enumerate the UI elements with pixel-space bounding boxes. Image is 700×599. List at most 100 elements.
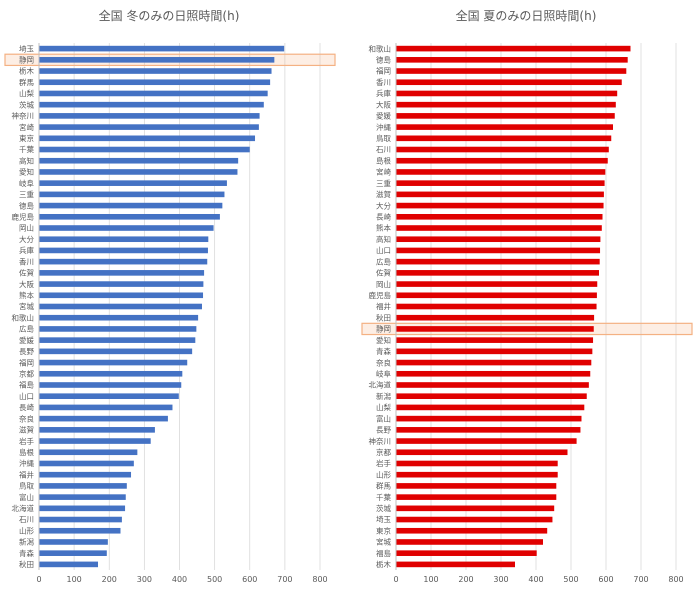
winter-bar: [39, 348, 193, 355]
winter-x-tick-label: 100: [66, 575, 81, 584]
winter-category-label: 香川: [19, 256, 34, 266]
winter-x-tick-label: 200: [102, 575, 117, 584]
summer-bar: [396, 505, 555, 512]
winter-bar: [39, 247, 208, 254]
summer-chart-title: 全国 夏のみの日照時間(h): [456, 8, 597, 23]
winter-bar: [39, 561, 99, 568]
summer-bar: [396, 45, 631, 52]
winter-category-label: 宮城: [19, 301, 34, 311]
summer-category-label: 福島: [376, 548, 391, 558]
winter-category-label: 奈良: [19, 413, 34, 423]
winter-bar: [39, 146, 250, 153]
summer-category-label: 新潟: [376, 391, 391, 401]
winter-bar: [39, 169, 238, 175]
summer-bar: [396, 326, 594, 332]
winter-bar: [39, 157, 239, 164]
summer-bar: [396, 359, 592, 366]
winter-category-label: 福井: [19, 469, 34, 479]
winter-category-label: 宮崎: [19, 122, 34, 132]
summer-x-tick-label: 100: [423, 575, 438, 584]
winter-x-tick-label: 0: [36, 575, 41, 584]
winter-category-label: 富山: [19, 492, 34, 502]
winter-category-label: 秋田: [19, 559, 34, 569]
winter-bar: [39, 550, 107, 556]
summer-category-label: 秋田: [376, 312, 391, 322]
winter-category-label: 青森: [19, 548, 34, 558]
winter-bar: [39, 415, 168, 422]
winter-category-label: 愛媛: [19, 335, 34, 345]
winter-bar: [39, 270, 205, 276]
summer-bar: [396, 370, 591, 377]
summer-category-label: 香川: [376, 77, 391, 87]
summer-category-label: 京都: [376, 447, 391, 457]
summer-bar: [396, 449, 568, 456]
summer-category-label: 島根: [376, 155, 391, 165]
winter-category-label: 山口: [19, 391, 34, 401]
winter-bar: [39, 225, 214, 231]
summer-bar: [396, 303, 597, 310]
summer-bar: [396, 337, 594, 343]
summer-x-tick-label: 0: [393, 575, 398, 584]
winter-x-tick-label: 800: [312, 575, 327, 584]
winter-category-label: 長崎: [19, 402, 34, 412]
winter-bar: [39, 213, 220, 220]
summer-category-label: 愛知: [376, 335, 391, 345]
summer-category-label: 岡山: [376, 279, 391, 289]
winter-category-label: 長野: [19, 347, 34, 356]
winter-sunshine-chart: 全国 冬のみの日照時間(h) 埼玉静岡栃木群馬山梨茨城神奈川宮崎東京千葉高知愛知岐…: [4, 8, 336, 584]
summer-bar: [396, 191, 604, 198]
summer-bar: [396, 213, 603, 220]
winter-bar: [39, 527, 121, 534]
winter-category-label: 熊本: [19, 290, 34, 300]
summer-category-label: 愛媛: [376, 111, 391, 121]
winter-bar: [39, 427, 155, 433]
summer-bar: [396, 527, 548, 534]
winter-bar: [39, 281, 204, 287]
summer-bar: [396, 516, 553, 523]
summer-bar: [396, 415, 582, 422]
winter-category-label: 島根: [19, 447, 34, 457]
summer-sunshine-chart: 全国 夏のみの日照時間(h) 和歌山徳島福岡香川兵庫大阪愛媛沖縄鳥取石川島根宮崎三…: [361, 8, 693, 584]
summer-bar: [396, 494, 557, 500]
summer-bar: [396, 281, 598, 287]
summer-x-tick-label: 200: [458, 575, 473, 584]
winter-bar: [39, 393, 179, 400]
summer-category-label: 埼玉: [376, 514, 391, 524]
summer-bar: [396, 292, 597, 299]
winter-bar: [39, 314, 199, 321]
summer-bar: [396, 146, 609, 153]
winter-bar: [39, 135, 256, 142]
winter-category-label: 北海道: [12, 503, 35, 513]
summer-category-label: 佐賀: [376, 268, 391, 278]
summer-bar: [396, 348, 593, 355]
winter-category-label: 兵庫: [19, 245, 34, 255]
winter-x-tick-label: 300: [137, 575, 152, 584]
summer-category-label: 山梨: [376, 402, 391, 412]
summer-bar: [396, 202, 604, 209]
winter-category-label: 岐阜: [19, 178, 34, 188]
winter-category-label: 高知: [19, 155, 34, 165]
winter-bar: [39, 180, 227, 186]
summer-category-label: 大阪: [376, 99, 391, 109]
winter-x-tick-label: 700: [277, 575, 292, 584]
winter-bar: [39, 370, 183, 377]
winter-bar: [39, 79, 271, 86]
summer-bar: [396, 90, 618, 97]
winter-bar: [39, 494, 126, 500]
winter-bar: [39, 292, 204, 299]
summer-category-label: 石川: [376, 145, 391, 154]
winter-category-label: 埼玉: [19, 43, 34, 53]
winter-category-label: 岡山: [19, 223, 34, 233]
winter-bar: [39, 124, 259, 130]
summer-category-label: 長崎: [376, 211, 391, 221]
summer-category-label: 兵庫: [376, 88, 391, 98]
summer-category-label: 千葉: [376, 492, 391, 502]
summer-category-label: 福岡: [376, 67, 391, 76]
summer-bar: [396, 258, 600, 265]
summer-category-label: 栃木: [376, 559, 391, 569]
winter-category-label: 山形: [19, 525, 34, 535]
summer-category-label: 熊本: [376, 223, 391, 233]
summer-category-label: 青森: [376, 346, 391, 356]
winter-bar: [39, 539, 108, 545]
